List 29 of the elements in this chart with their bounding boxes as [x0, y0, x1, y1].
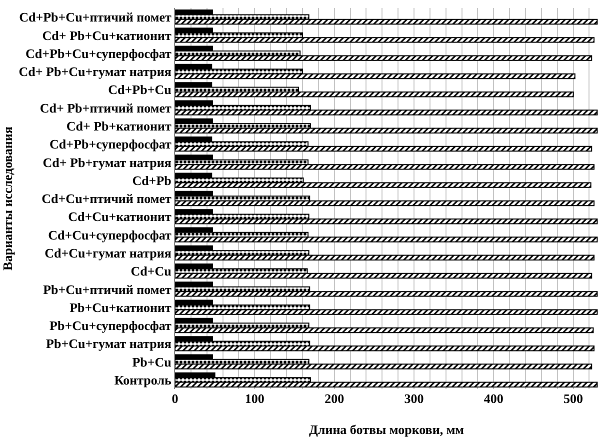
y-tick-label: Cd+ Pb+птичий помет — [40, 100, 172, 116]
y-tick-label: Cd+Cu — [130, 264, 172, 279]
y-tick-label: Cd+ Pb+гумат натрия — [42, 154, 172, 170]
y-tick-label: Cd+Cu+суперфосфат — [48, 227, 172, 242]
y-tick-label: Cd+ Pb+Cu+гумат натрия — [18, 64, 172, 80]
x-tick-label: 300 — [404, 391, 424, 406]
y-tick-label: Cd+Cu+птичий помет — [42, 191, 172, 206]
x-tick-label: 400 — [484, 391, 504, 406]
y-tick-label: Cd+Pb+Cu+суперфосфат — [26, 46, 172, 61]
y-tick-label: Cd+Cu+катионит — [68, 209, 172, 224]
y-tick-label: Cd+Pb — [132, 172, 172, 188]
x-tick-label: 200 — [324, 391, 344, 406]
y-tick-label: Cd+Cu+гумат натрия — [44, 245, 172, 260]
y-tick-label: Pb+Cu+птичий помет — [43, 282, 172, 297]
y-tick-label: Cd+Pb+суперфосфат — [50, 136, 172, 152]
y-tick-label: Cd+Pb+Cu+птичий помет — [19, 10, 172, 25]
y-tick-label: Cd+Pb+Cu — [108, 82, 172, 98]
y-tick-label: Pb+Cu — [132, 354, 172, 370]
y-tick-label: Cd+ Pb+катионит — [66, 118, 172, 134]
x-axis-title: Длина ботвы моркови, мм — [308, 422, 464, 437]
x-tick-label: 500 — [564, 391, 584, 406]
y-tick-label: Pb+Cu+гумат натрия — [46, 336, 172, 352]
y-tick-label: Контроль — [114, 372, 172, 388]
x-tick-label: 0 — [172, 391, 178, 406]
y-tick-label: Pb+Cu+суперфосфат — [50, 318, 172, 334]
y-tick-label: Cd+ Pb+Cu+катионит — [42, 28, 172, 43]
x-tick-label: 100 — [244, 391, 264, 406]
y-axis-title: Варианты исследования — [0, 126, 15, 270]
y-tick-label: Pb+Cu+катионит — [70, 300, 172, 315]
